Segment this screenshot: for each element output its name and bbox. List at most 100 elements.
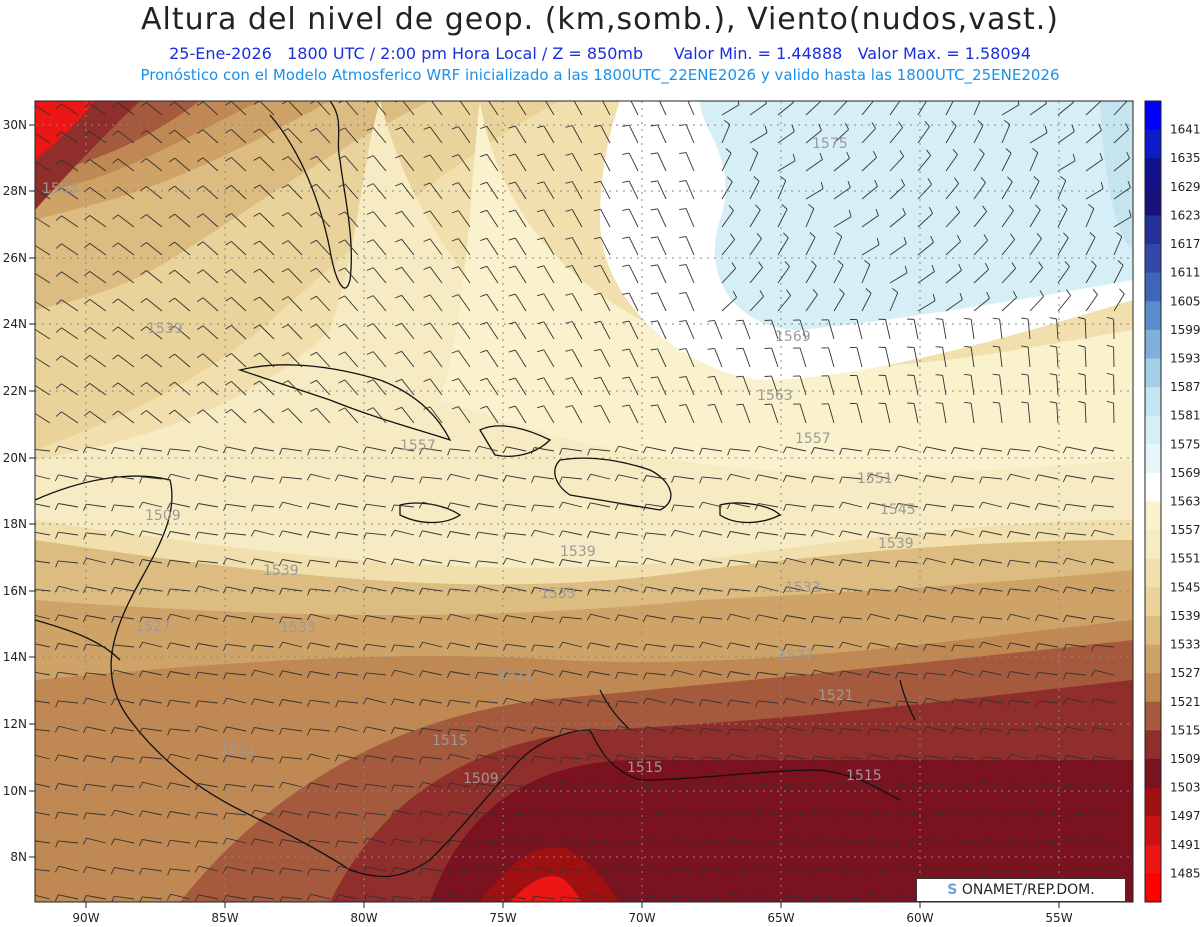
wind-barb-flag [334,503,339,511]
wind-barb [366,586,387,592]
wind-barb [842,530,863,536]
wind-barb-flag [867,588,871,596]
wind-barb [945,299,963,312]
wind-barb [394,698,415,704]
wind-barb-flag [222,837,227,845]
wind-barb [170,642,191,648]
wind-barb-flag [253,296,260,301]
wind-barb-flag [110,558,115,566]
wind-barb-flag [958,263,962,271]
wind-barb-flag [54,445,59,453]
wind-barb [506,475,527,480]
wind-barb-flag [1124,94,1128,100]
wind-barb [478,671,499,676]
wind-barb [1029,267,1043,284]
wind-barb [254,587,275,592]
wind-barb [58,700,79,704]
wind-barb [571,293,583,312]
contour-label: 1509 [463,771,499,787]
wind-barb-flag [650,152,658,155]
wind-barb [86,672,107,676]
wind-barb [562,587,583,592]
wind-barb [310,839,331,844]
wind-barb-flag [446,671,451,679]
wind-barb-flag [593,376,601,380]
wind-barb [600,405,611,424]
wind-barb [478,585,499,592]
contour-label: 1515 [846,768,882,784]
colorbar-swatch [1145,415,1161,445]
wind-barb [422,810,443,816]
wind-barb-flag [423,238,431,242]
wind-barb [422,839,443,844]
wind-barb-flag [82,755,87,763]
wind-barb [926,446,947,452]
wind-barb [1010,782,1031,788]
wind-barb-flag [726,811,731,819]
wind-barb-flag [28,700,31,707]
wind-barb [254,669,275,676]
wind-barb-flag [306,502,311,510]
wind-barb [618,445,639,452]
wind-barb [366,643,387,648]
colorbar-label: 1599 [1170,323,1200,337]
wind-barb [758,531,779,536]
wind-barb-flag [818,123,822,131]
wind-barb-flag [811,756,815,763]
wind-barb-flag [530,447,535,455]
wind-barb-flag [950,93,955,98]
wind-barb [814,867,835,872]
wind-barb [61,215,79,228]
wind-barb-flag [614,865,619,873]
wind-barb [35,244,51,256]
wind-barb-flag [1035,532,1039,539]
wind-barb-flag [726,531,731,539]
colorbar-label: 1485 [1170,866,1200,880]
wind-barb [590,753,611,760]
wind-barb [506,446,527,452]
wind-barb [870,811,891,816]
wind-barb [730,448,751,452]
wind-barb-flag [475,560,479,568]
wind-barb [170,699,191,704]
wind-barb [674,447,695,452]
wind-barb-flag [935,346,943,348]
wind-barb-flag [28,132,33,137]
wind-barb [202,353,219,368]
wind-barb [590,448,611,452]
wind-barb [226,586,247,592]
wind-barb [999,403,1003,424]
wind-barb [786,643,807,648]
wind-barb [366,726,387,732]
wind-barb-flag [726,642,731,650]
wind-barb-flag [1006,811,1011,819]
wind-barb [1066,866,1087,872]
wind-barb [685,292,695,312]
wind-barb [89,299,107,312]
wind-barb-flag [558,670,563,678]
wind-barb-flag [782,755,787,763]
wind-barb-flag [754,783,759,791]
wind-barb [394,755,415,760]
wind-barb [142,756,163,760]
wind-barb-flag [780,175,787,181]
wind-barb [35,300,51,312]
wind-barb [310,473,331,480]
contour-label: 1515 [432,733,468,749]
wind-barb-flag [587,728,591,736]
wind-barb-flag [839,288,845,295]
wind-barb-flag [699,756,703,764]
wind-barb-flag [811,616,815,623]
wind-barb [945,241,961,256]
wind-barb-flag [838,781,843,789]
wind-barb [366,475,387,480]
wind-barb [506,503,527,508]
wind-barb-flag [895,560,899,568]
wind-barb-flag [366,239,374,243]
wind-barb [758,503,779,508]
wind-barb [117,298,135,312]
wind-barb [372,351,387,368]
wind-barb [646,837,667,844]
wind-barb-flag [338,155,346,160]
wind-barb [174,381,191,396]
